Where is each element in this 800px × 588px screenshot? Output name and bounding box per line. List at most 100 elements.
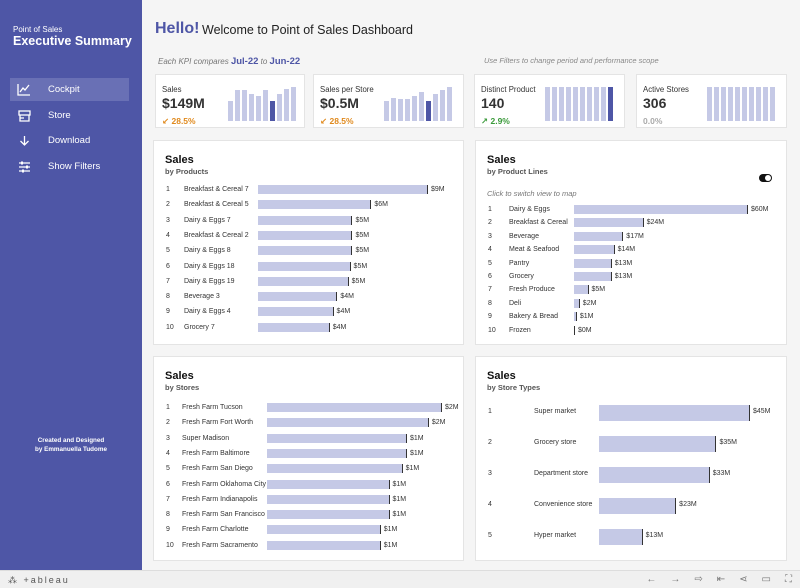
table-row[interactable]: 5 Dairy & Eggs 8 $5M — [154, 245, 454, 257]
credit-line: by Emmanuella Tudome — [35, 446, 107, 453]
bar — [574, 325, 575, 335]
table-row[interactable]: 9 Fresh Farm Charlotte $1M — [154, 524, 454, 536]
view-toggle[interactable] — [759, 174, 772, 182]
nav-cockpit[interactable]: Cockpit — [10, 78, 129, 101]
rank: 3 — [166, 434, 170, 442]
table-row[interactable]: 2 Breakfast & Cereal $24M — [476, 217, 776, 229]
bar — [258, 261, 351, 271]
kpi-change: 0.0% — [643, 116, 663, 126]
table-row[interactable]: 4 Convenience store $23M — [476, 497, 776, 515]
table-row[interactable]: 7 Fresh Produce $5M — [476, 284, 776, 296]
bar — [267, 418, 429, 428]
rank: 6 — [166, 480, 170, 488]
bar — [258, 246, 353, 256]
table-row[interactable]: 10 Grocery 7 $4M — [154, 322, 454, 334]
table-row[interactable]: 3 Super Madison $1M — [154, 433, 454, 445]
sparkline-bar — [228, 101, 233, 121]
nav-store[interactable]: Store — [10, 104, 129, 127]
table-row[interactable]: 3 Dairy & Eggs 7 $5M — [154, 215, 454, 227]
sparkline-bar — [587, 86, 592, 121]
table-row[interactable]: 10 Fresh Farm Sacramento $1M — [154, 540, 454, 552]
rank: 4 — [488, 501, 492, 508]
bar-value-label: $1M — [392, 511, 407, 519]
table-row[interactable]: 7 Dairy & Eggs 19 $5M — [154, 276, 454, 288]
redo-icon[interactable]: → — [670, 574, 681, 585]
table-row[interactable]: 6 Fresh Farm Oklahoma City $1M — [154, 479, 454, 491]
filter-sliders-icon — [10, 161, 38, 173]
bar — [574, 245, 615, 255]
bar-value-label: $4M — [340, 293, 354, 301]
reset-icon[interactable]: ⇤ — [716, 574, 726, 585]
bar — [267, 540, 381, 550]
table-row[interactable]: 5 Pantry $13M — [476, 258, 776, 270]
kpi-card-active-stores[interactable]: Active Stores 306 0.0% — [636, 74, 787, 128]
kpi-note-prefix: Each KPI compares — [158, 57, 229, 66]
rank: 7 — [166, 495, 170, 503]
table-row[interactable]: 8 Fresh Farm San Francisco $1M — [154, 509, 454, 521]
table-row[interactable]: 5 Hyper market $13M — [476, 528, 776, 546]
table-row[interactable]: 4 Breakfast & Cereal 2 $5M — [154, 230, 454, 242]
comment-icon[interactable]: ▭ — [761, 574, 771, 585]
table-row[interactable]: 4 Meat & Seafood $14M — [476, 244, 776, 256]
table-row[interactable]: 1 Breakfast & Cereal 7 $9M — [154, 184, 454, 196]
table-row[interactable]: 3 Department store $33M — [476, 466, 776, 484]
table-row[interactable]: 5 Fresh Farm San Diego $1M — [154, 463, 454, 475]
table-row[interactable]: 1 Dairy & Eggs $60M — [476, 204, 776, 216]
bar-value-label: $5M — [353, 262, 368, 270]
table-row[interactable]: 10 Frozen $0M — [476, 325, 776, 337]
table-row[interactable]: 2 Grocery store $35M — [476, 435, 776, 453]
rank: 2 — [488, 219, 492, 227]
bar-value-label: $13M — [614, 273, 633, 280]
download-icon — [10, 135, 38, 147]
map-switch-hint[interactable]: Click to switch view to map — [487, 189, 577, 198]
kpi-note-to: to — [260, 57, 268, 66]
row-name: Department store — [534, 470, 589, 477]
table-row[interactable]: 8 Beverage 3 $4M — [154, 291, 454, 303]
sparkline-bar — [249, 94, 254, 121]
rank: 2 — [488, 439, 492, 446]
table-row[interactable]: 6 Dairy & Eggs 18 $5M — [154, 261, 454, 273]
revert-icon[interactable]: ⇨ — [694, 574, 703, 585]
table-row[interactable]: 1 Super market $45M — [476, 404, 776, 422]
kpi-change: ↗ 2.9% — [481, 116, 510, 126]
rank: 1 — [488, 206, 492, 213]
sidebar-subtitle: Point of Sales — [13, 25, 63, 34]
table-row[interactable]: 8 Deli $2M — [476, 298, 776, 310]
rank: 6 — [488, 273, 492, 280]
kpi-card-distinct-product[interactable]: Distinct Product 140 ↗ 2.9% — [474, 74, 625, 128]
row-name: Dairy & Eggs 4 — [184, 308, 231, 316]
hello-text: Hello! — [155, 20, 200, 37]
table-row[interactable]: 2 Breakfast & Cereal 5 $6M — [154, 199, 454, 211]
rank: 5 — [166, 247, 170, 255]
table-row[interactable]: 3 Beverage $17M — [476, 231, 776, 243]
table-row[interactable]: 9 Dairy & Eggs 4 $4M — [154, 306, 454, 318]
bar-value-label: $6M — [374, 201, 388, 209]
table-row[interactable]: 1 Fresh Farm Tucson $2M — [154, 402, 459, 414]
nav-download[interactable]: Download — [10, 129, 129, 152]
table-row[interactable]: 4 Fresh Farm Baltimore $1M — [154, 448, 454, 460]
fullscreen-icon[interactable]: ⛶ — [785, 574, 792, 585]
table-row[interactable]: 6 Grocery $13M — [476, 271, 776, 283]
table-row[interactable]: 2 Fresh Farm Fort Worth $2M — [154, 417, 454, 429]
table-row[interactable]: 9 Bakery & Bread $1M — [476, 311, 776, 323]
undo-icon[interactable]: ← — [646, 574, 657, 585]
share-icon[interactable]: ⋖ — [739, 574, 748, 585]
sparkline-bar — [763, 86, 768, 121]
rank: 1 — [488, 408, 492, 415]
kpi-label: Sales — [162, 85, 182, 94]
bar-value-label: $13M — [614, 259, 633, 267]
bar-value-label: $5M — [355, 216, 370, 224]
nav-show-filters[interactable]: Show Filters — [10, 155, 129, 178]
kpi-label: Sales per Store — [320, 85, 374, 94]
bar — [574, 272, 612, 281]
row-name: Breakfast & Cereal — [509, 219, 568, 227]
kpi-card-sales-per-store[interactable]: Sales per Store $0.5M ↙ 28.5% — [313, 74, 464, 128]
rank: 3 — [488, 232, 492, 240]
bar — [258, 276, 349, 286]
table-row[interactable]: 7 Fresh Farm Indianapolis $1M — [154, 494, 454, 506]
bar-value-label: $1M — [579, 313, 594, 321]
bar-value-label: $2M — [431, 419, 446, 427]
bar-value-label: $1M — [383, 526, 398, 534]
kpi-card-sales[interactable]: Sales $149M ↙ 28.5% — [155, 74, 305, 128]
sparkline-bar — [412, 95, 417, 121]
